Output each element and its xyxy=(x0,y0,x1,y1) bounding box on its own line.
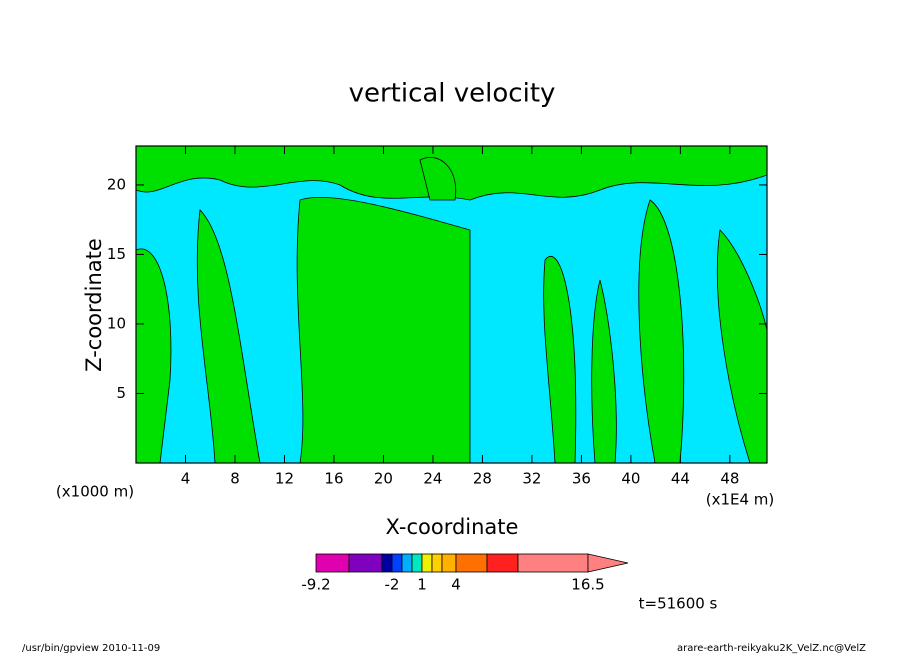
colorbar-tick-label: 1 xyxy=(417,576,427,594)
colorbar-segment xyxy=(486,553,519,573)
x-unit: (x1000 m) xyxy=(56,483,134,501)
x-tick-label: 40 xyxy=(621,470,640,488)
y-tick-label: 5 xyxy=(116,384,126,402)
y-tick-label: 10 xyxy=(107,314,126,332)
colorbar-tick-label: 4 xyxy=(451,576,461,594)
colorbar-segment xyxy=(455,553,488,573)
x-tick-label: 16 xyxy=(324,470,343,488)
colorbar-segment xyxy=(381,553,393,573)
colorbar-segment xyxy=(411,553,423,573)
contour-regions xyxy=(136,146,767,463)
plot-frame xyxy=(135,145,768,464)
x-tick-label: 8 xyxy=(230,470,240,488)
annotation: t=51600 s xyxy=(639,595,718,613)
colorbar-segment xyxy=(401,553,413,573)
x-tick-label: 4 xyxy=(181,470,191,488)
colorbar-tick-label: -2 xyxy=(385,576,400,594)
colorbar-segment xyxy=(391,553,403,573)
footer-left: /usr/bin/gpview 2010-11-09 xyxy=(22,643,160,654)
x-tick-label: 44 xyxy=(671,470,690,488)
x-tick-label: 20 xyxy=(374,470,393,488)
x-tick-label: 24 xyxy=(423,470,442,488)
x-scale-note: (x1E4 m) xyxy=(706,491,775,509)
colorbar-extension xyxy=(587,553,629,573)
colorbar-segment xyxy=(517,553,589,573)
x-tick-label: 48 xyxy=(720,470,739,488)
x-axis-label: X-coordinate xyxy=(386,515,519,539)
x-tick-label: 36 xyxy=(572,470,591,488)
x-tick-label: 12 xyxy=(275,470,294,488)
footer-right: arare-earth-reikyaku2K_VelZ.nc@VelZ xyxy=(677,643,866,654)
colorbar-tick-label: -9.2 xyxy=(301,576,330,594)
colorbar-segment xyxy=(315,553,350,573)
colorbar-segment xyxy=(421,553,433,573)
colorbar-segment xyxy=(431,553,443,573)
y-tick-label: 15 xyxy=(107,245,126,263)
y-tick-label: 20 xyxy=(107,175,126,193)
colorbar-segment xyxy=(441,553,457,573)
x-tick-label: 32 xyxy=(522,470,541,488)
colorbar-tick-label: 16.5 xyxy=(571,576,604,594)
colorbar-segment xyxy=(348,553,383,573)
y-axis-label: Z-coordinate xyxy=(82,238,106,372)
chart-title: vertical velocity xyxy=(349,79,556,109)
x-tick-label: 28 xyxy=(473,470,492,488)
